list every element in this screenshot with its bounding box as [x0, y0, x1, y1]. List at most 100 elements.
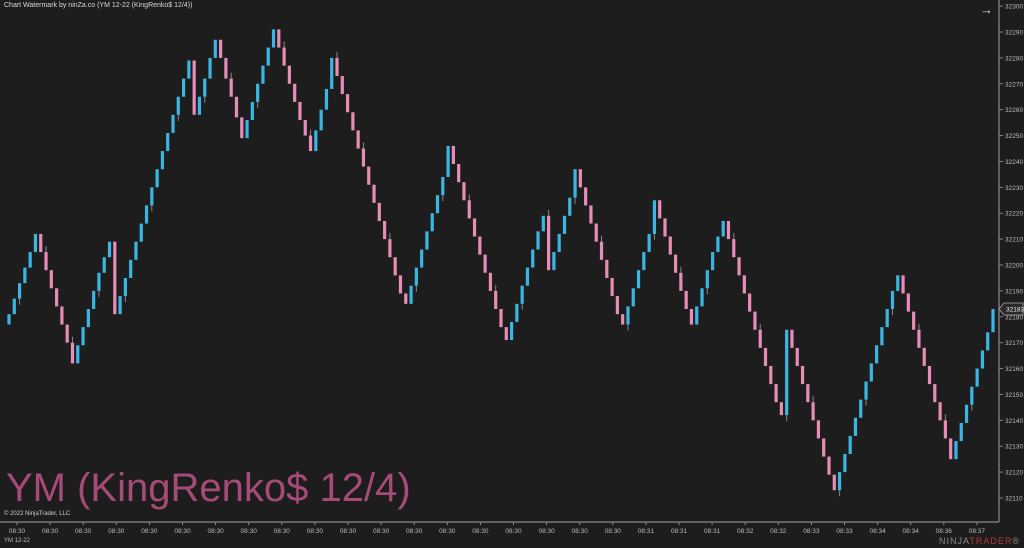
down-bar	[943, 420, 947, 439]
x-tick-label: 08:33	[836, 528, 853, 535]
instrument-label: YM 12-22	[4, 538, 31, 544]
last-price-marker	[998, 302, 1024, 316]
up-bar	[245, 120, 249, 139]
ninjatrader-logo: NINJATRADER®	[939, 536, 1020, 546]
y-tick-label: 32160	[1005, 366, 1023, 373]
up-bar	[890, 290, 895, 310]
up-bar	[705, 270, 709, 289]
up-bar	[964, 404, 969, 423]
up-bar	[144, 205, 149, 224]
up-bar	[869, 363, 873, 382]
down-bar	[933, 384, 937, 403]
down-bar	[219, 39, 223, 58]
up-bar	[647, 233, 651, 253]
y-tick-label: 32150	[1005, 392, 1023, 399]
down-bar	[599, 241, 604, 260]
up-bar	[959, 422, 963, 442]
down-bar	[806, 384, 810, 403]
up-bar	[129, 259, 133, 278]
up-bar	[552, 252, 556, 271]
x-tick-label: 08:31	[671, 528, 688, 535]
y-tick-label: 32120	[1005, 470, 1023, 477]
up-bar	[642, 252, 646, 271]
y-tick-label: 32180	[1005, 314, 1023, 321]
down-bar	[822, 438, 826, 457]
up-bar	[208, 57, 212, 79]
down-bar	[361, 148, 366, 167]
up-bar	[118, 296, 122, 315]
down-bar	[340, 76, 344, 95]
up-bar	[531, 249, 535, 268]
down-bar	[240, 117, 244, 139]
up-bar	[261, 65, 265, 84]
up-bar	[991, 309, 995, 333]
down-bar	[44, 252, 48, 271]
x-tick-label: 08:30	[406, 528, 423, 535]
x-tick-label: 08:30	[9, 528, 26, 535]
y-tick-label: 32300	[1005, 4, 1023, 11]
down-bar	[584, 187, 588, 206]
down-bar	[335, 57, 339, 77]
down-bar	[668, 236, 672, 255]
window-title: Chart Watermark by ninZa.co (YM 12-22 (K…	[4, 2, 193, 9]
down-bar	[55, 288, 59, 307]
x-tick-label: 08:33	[803, 528, 820, 535]
down-bar	[277, 29, 281, 48]
up-bar	[980, 350, 985, 369]
down-bar	[287, 65, 291, 84]
up-bar	[330, 57, 334, 89]
up-bar	[837, 472, 842, 491]
down-bar	[224, 57, 228, 79]
up-bar	[515, 303, 519, 322]
down-bar	[769, 365, 773, 385]
down-bar	[621, 314, 625, 325]
down-bar	[467, 200, 471, 219]
down-bar	[113, 241, 117, 315]
up-bar	[711, 252, 715, 271]
down-bar	[917, 329, 921, 348]
down-bar	[39, 233, 43, 253]
x-tick-label: 08:34	[869, 528, 886, 535]
arrow-right-icon[interactable]: →	[980, 2, 993, 17]
up-bar	[420, 249, 424, 268]
x-tick-label: 08:30	[373, 528, 390, 535]
up-bar	[636, 270, 641, 289]
down-bar	[663, 218, 667, 237]
up-bar	[970, 386, 974, 405]
down-bar	[758, 329, 762, 348]
x-tick-label: 08:30	[307, 528, 324, 535]
x-tick-label: 08:34	[903, 528, 920, 535]
up-bar	[954, 441, 958, 460]
down-bar	[293, 83, 297, 102]
down-bar	[388, 239, 392, 258]
up-bar	[875, 345, 879, 364]
up-bar	[631, 288, 635, 307]
up-bar	[171, 114, 175, 133]
down-bar	[483, 254, 487, 273]
y-tick-label: 32290	[1005, 30, 1023, 37]
down-bar	[351, 112, 355, 131]
down-bar	[393, 257, 397, 276]
up-bar	[271, 29, 276, 48]
down-bar	[605, 259, 609, 278]
down-bar	[472, 218, 477, 237]
up-bar	[700, 288, 704, 307]
up-bar	[176, 96, 180, 115]
up-bar	[187, 60, 191, 79]
x-tick-label: 08:30	[75, 528, 92, 535]
down-bar	[832, 474, 836, 491]
x-tick-label: 08:30	[141, 528, 158, 535]
up-bar	[446, 145, 450, 177]
up-bar	[160, 151, 165, 170]
down-bar	[377, 202, 381, 221]
up-bar	[859, 399, 863, 418]
down-bar	[800, 365, 805, 385]
down-bar	[499, 309, 503, 328]
y-tick-label: 32250	[1005, 133, 1023, 140]
up-bar	[250, 101, 254, 121]
down-bar	[229, 78, 233, 97]
down-bar	[732, 239, 736, 258]
y-tick-label: 32260	[1005, 107, 1023, 114]
y-tick-label: 32270	[1005, 81, 1023, 88]
